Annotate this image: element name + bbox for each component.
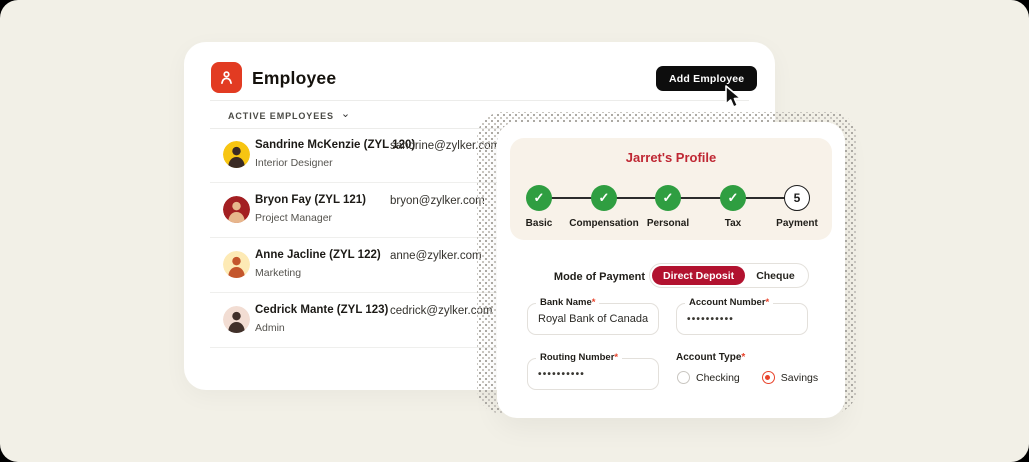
employee-email: anne@zylker.com: [390, 250, 482, 262]
radio-label: Savings: [780, 371, 819, 384]
employee-name: Sandrine McKenzie (ZYL 120): [255, 139, 416, 151]
page-title: Employee: [252, 68, 337, 88]
bank-name-field[interactable]: Bank Name* Royal Bank of Canada: [527, 297, 659, 335]
add-employee-button[interactable]: Add Employee: [656, 66, 758, 91]
mode-cheque[interactable]: Cheque: [756, 269, 795, 282]
mode-of-payment-label: Mode of Payment: [553, 271, 645, 283]
check-icon: ✓: [655, 185, 681, 211]
employee-icon: [211, 62, 242, 93]
header-divider: [210, 100, 749, 101]
routing-number-field[interactable]: Routing Number* ••••••••••: [527, 352, 659, 390]
radio-unselected-icon: [677, 371, 690, 384]
active-employees-filter[interactable]: ACTIVE EMPLOYEES ⌄: [228, 108, 350, 124]
profile-title: Jarret's Profile: [625, 150, 717, 165]
cursor-icon: [725, 85, 742, 108]
avatar: [223, 141, 250, 168]
check-icon: ✓: [591, 185, 617, 211]
filter-label: ACTIVE EMPLOYEES: [228, 111, 334, 121]
account-number-value: ••••••••••: [687, 314, 735, 325]
profile-card: Jarret's Profile ✓ Basic ✓ Compensation …: [497, 122, 845, 418]
account-type-options: Checking Savings: [677, 371, 818, 384]
account-number-label: Account Number*: [685, 297, 774, 308]
employee-name: Anne Jacline (ZYL 122): [255, 249, 381, 261]
radio-label: Checking: [696, 371, 740, 384]
employee-name: Cedrick Mante (ZYL 123): [255, 304, 389, 316]
step-payment[interactable]: 5 Payment: [752, 185, 842, 229]
step-number: 5: [784, 185, 810, 211]
step-label: Basic: [525, 218, 553, 229]
required-asterisk: *: [741, 352, 746, 363]
check-icon: ✓: [526, 185, 552, 211]
employee-role: Interior Designer: [255, 157, 333, 169]
step-label: Tax: [724, 218, 742, 229]
required-asterisk: *: [614, 352, 619, 363]
avatar: [223, 251, 250, 278]
employee-role: Admin: [255, 322, 285, 334]
employee-email: bryon@zylker.com: [390, 195, 485, 207]
required-asterisk: *: [591, 297, 596, 308]
radio-checking[interactable]: Checking: [677, 371, 740, 384]
avatar: [223, 306, 250, 333]
stepper-panel: Jarret's Profile ✓ Basic ✓ Compensation …: [510, 138, 832, 240]
step-label: Personal: [646, 218, 690, 229]
payment-mode-toggle[interactable]: Direct Deposit Cheque: [649, 263, 809, 288]
employee-role: Marketing: [255, 267, 302, 279]
bank-name-value: Royal Bank of Canada: [538, 313, 649, 325]
bank-name-label: Bank Name*: [536, 297, 600, 308]
step-label: Compensation: [569, 218, 639, 229]
employee-email: sandrine@zylker.com: [390, 140, 501, 152]
step-personal[interactable]: ✓ Personal: [623, 185, 713, 229]
step-compensation[interactable]: ✓ Compensation: [559, 185, 649, 229]
radio-selected-icon: [761, 371, 775, 384]
chevron-down-icon: ⌄: [340, 108, 351, 120]
required-asterisk: *: [765, 297, 770, 308]
account-number-field[interactable]: Account Number* ••••••••••: [676, 297, 808, 335]
employee-role: Project Manager: [255, 212, 333, 224]
check-icon: ✓: [720, 185, 746, 211]
step-basic[interactable]: ✓ Basic: [494, 185, 584, 229]
account-type-label: Account Type*: [676, 352, 746, 363]
step-tax[interactable]: ✓ Tax: [688, 185, 778, 229]
avatar: [223, 196, 250, 223]
employee-name: Bryon Fay (ZYL 121): [255, 194, 366, 206]
employee-email: cedrick@zylker.com: [390, 305, 493, 317]
routing-number-value: ••••••••••: [538, 369, 586, 380]
step-label: Payment: [776, 218, 818, 229]
routing-number-label: Routing Number*: [536, 352, 623, 363]
mode-direct-deposit[interactable]: Direct Deposit: [652, 266, 746, 285]
radio-savings[interactable]: Savings: [761, 371, 819, 384]
